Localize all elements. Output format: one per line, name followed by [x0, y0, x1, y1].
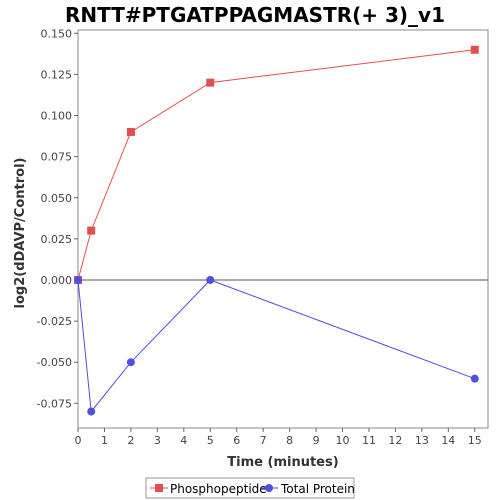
x-tick-label: 11	[362, 434, 376, 447]
y-tick-label: 0.050	[41, 192, 73, 205]
chart-title: RNTT#PTGATPPAGMASTR(+ 3)_v1	[65, 3, 445, 27]
data-point-total-protein	[470, 374, 479, 383]
x-tick-label: 8	[286, 434, 293, 447]
legend-marker-total-protein	[265, 484, 273, 492]
y-tick-label: 0.100	[41, 110, 73, 123]
data-point-total-protein	[87, 407, 96, 416]
x-tick-label: 9	[313, 434, 320, 447]
legend-label-phosphopeptide: Phosphopeptide	[170, 482, 267, 496]
y-tick-label: -0.025	[37, 315, 72, 328]
x-tick-label: 1	[101, 434, 108, 447]
data-point-phosphopeptide	[87, 226, 96, 235]
x-tick-label: 5	[207, 434, 214, 447]
x-tick-label: 15	[468, 434, 482, 447]
y-tick-label: 0.075	[41, 151, 73, 164]
legend-marker-phosphopeptide	[155, 484, 163, 492]
data-point-total-protein	[74, 275, 82, 284]
y-tick-label: -0.050	[37, 356, 72, 369]
x-tick-label: 7	[260, 434, 267, 447]
legend: Phosphopeptide Total Protein	[145, 477, 355, 499]
x-tick-label: 14	[441, 434, 455, 447]
data-point-total-protein	[126, 358, 135, 367]
x-tick-label: 10	[336, 434, 350, 447]
x-tick-label: 12	[388, 434, 402, 447]
legend-box	[145, 477, 355, 499]
x-axis-label: Time (minutes)	[227, 455, 338, 470]
x-tick-label: 13	[415, 434, 429, 447]
y-tick-label: -0.075	[37, 397, 72, 410]
data-point-phosphopeptide	[470, 45, 479, 54]
x-tick-label: 3	[154, 434, 161, 447]
y-axis-label: log2(dDAVP/Control)	[13, 158, 28, 309]
y-tick-label: 0.025	[41, 233, 73, 246]
legend-label-total-protein: Total Protein	[280, 482, 355, 496]
y-tick-label: 0.150	[41, 27, 73, 40]
plot-frame	[77, 29, 489, 429]
data-point-total-protein	[206, 275, 215, 284]
plot-area: -0.075 -0.050 -0.025 0.000 0.025 0.050 0.075 0.…	[37, 27, 489, 447]
x-tick-label: 4	[180, 434, 187, 447]
y-tick-label: 0.125	[41, 68, 73, 81]
data-point-phosphopeptide	[126, 127, 135, 136]
x-tick-label: 2	[127, 434, 134, 447]
y-tick-label: 0.000	[41, 274, 73, 287]
x-tick-label: 6	[233, 434, 240, 447]
x-tick-label: 0	[75, 434, 82, 447]
data-point-phosphopeptide	[206, 78, 215, 87]
